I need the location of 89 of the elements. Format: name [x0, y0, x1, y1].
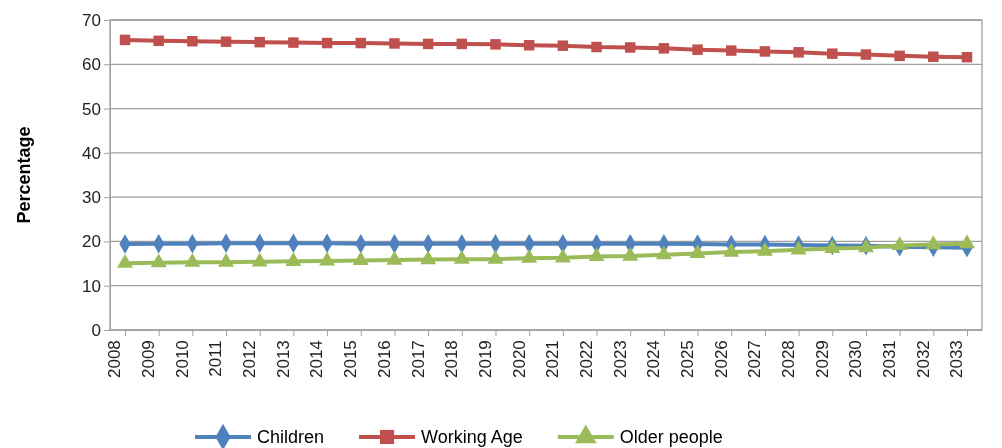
x-tick-label: 2014 [307, 340, 327, 379]
point [119, 34, 131, 46]
point [554, 248, 571, 263]
x-tick-label: 2013 [273, 340, 293, 379]
point [456, 38, 468, 50]
y-tick-label: 70 [82, 10, 101, 30]
x-tick-label: 2017 [408, 340, 428, 379]
point [184, 253, 201, 267]
x-tick-label: 2020 [509, 340, 529, 379]
x-tick-label: 2025 [677, 340, 697, 379]
point [692, 44, 703, 55]
x-tick-label: 2012 [240, 340, 260, 379]
x-tick-label: 2019 [475, 340, 495, 379]
x-tick-label: 2010 [172, 340, 192, 379]
point [827, 48, 838, 59]
x-tick-label: 2011 [206, 340, 226, 377]
point [824, 239, 841, 254]
point [521, 249, 538, 263]
point [723, 242, 740, 257]
x-tick-label: 2030 [846, 340, 866, 379]
x-tick-label: 2021 [543, 340, 563, 379]
x-tick-label: 2028 [779, 340, 798, 379]
point [961, 51, 973, 63]
point [153, 35, 164, 47]
point [622, 246, 639, 261]
point [218, 253, 235, 267]
y-tick-label: 20 [82, 232, 101, 252]
point [386, 250, 403, 265]
y-tick-label: 0 [91, 320, 101, 340]
x-tick-label: 2015 [341, 340, 361, 379]
y-tick-label: 10 [82, 276, 101, 296]
point [689, 244, 706, 258]
y-axis-title: Percentage [14, 126, 34, 224]
point [288, 37, 299, 48]
point [251, 252, 268, 267]
point [150, 253, 167, 268]
point [321, 37, 333, 49]
legend-label: Older people [619, 427, 723, 447]
x-tick-label: 2009 [139, 340, 159, 379]
point [117, 253, 133, 268]
point [860, 49, 872, 60]
x-tick-label: 2022 [576, 340, 596, 379]
point [793, 47, 804, 58]
point [624, 42, 636, 53]
point [319, 251, 336, 266]
y-tick-label: 40 [82, 143, 101, 163]
point [487, 249, 504, 264]
point [352, 251, 369, 266]
point [588, 247, 605, 262]
point [254, 36, 265, 48]
x-tick-label: 2026 [711, 340, 731, 379]
x-tick-label: 2027 [745, 340, 765, 379]
point [187, 36, 198, 47]
point [658, 43, 670, 54]
x-tick-label: 2016 [374, 340, 394, 379]
point [591, 41, 602, 53]
point [523, 40, 535, 51]
x-tick-label: 2029 [812, 340, 832, 379]
x-tick-label: 2031 [880, 340, 900, 379]
point [928, 51, 939, 62]
point [490, 39, 501, 50]
point [557, 40, 569, 51]
point [959, 234, 975, 249]
point [925, 235, 942, 250]
point [891, 236, 908, 251]
point [790, 240, 807, 255]
x-tick-label: 2023 [610, 340, 630, 379]
y-tick-label: 50 [82, 99, 101, 119]
point [759, 46, 771, 57]
point [894, 50, 905, 62]
x-tick-label: 2024 [644, 340, 664, 379]
point [726, 45, 737, 56]
point [422, 38, 434, 50]
x-tick-label: 2008 [105, 340, 125, 379]
y-tick-label: 60 [82, 55, 101, 75]
point [453, 249, 470, 264]
x-tick-label: 2032 [913, 340, 933, 379]
point [420, 250, 437, 265]
point [285, 252, 302, 266]
point [355, 37, 366, 49]
point [655, 245, 672, 260]
legend-label: Working Age [421, 427, 523, 447]
x-tick-label: 2033 [947, 340, 967, 379]
legend-label: Children [257, 427, 325, 447]
y-tick-label: 30 [82, 188, 101, 208]
x-tick-label: 2018 [442, 340, 462, 379]
point [389, 38, 400, 49]
point [220, 36, 232, 47]
point [756, 241, 773, 256]
